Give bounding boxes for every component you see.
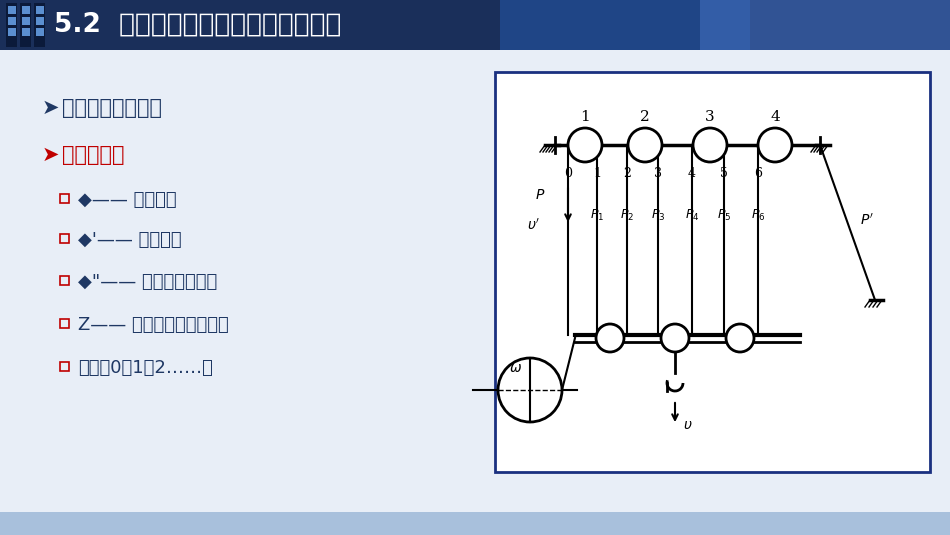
Text: 3: 3	[705, 110, 714, 124]
Text: $P_3$: $P_3$	[651, 208, 665, 223]
Text: $P_4$: $P_4$	[685, 208, 699, 223]
Bar	[35, 17, 44, 25]
Circle shape	[758, 128, 792, 162]
Circle shape	[693, 128, 727, 162]
Text: $P$: $P$	[535, 188, 545, 202]
Circle shape	[726, 324, 754, 352]
Text: $υ'$: $υ'$	[526, 217, 540, 233]
Bar	[60, 276, 69, 285]
Text: 2: 2	[623, 166, 631, 180]
Bar	[35, 28, 44, 36]
Bar	[60, 362, 69, 371]
Text: 1: 1	[593, 166, 601, 180]
Text: $P'$: $P'$	[860, 212, 874, 227]
Bar	[20, 3, 31, 47]
Circle shape	[628, 128, 662, 162]
Bar	[6, 3, 17, 47]
Text: 参数说明：: 参数说明：	[62, 145, 124, 165]
Circle shape	[498, 358, 562, 422]
Bar	[22, 28, 29, 36]
Bar	[0, 512, 950, 535]
Bar	[22, 17, 29, 25]
Bar	[60, 234, 69, 243]
Text: 0: 0	[564, 166, 572, 180]
Text: 3: 3	[654, 166, 662, 180]
Bar	[8, 6, 15, 14]
Text: 4: 4	[688, 166, 696, 180]
Text: ➤: ➤	[42, 145, 60, 165]
Text: 编号（0，1，2……）: 编号（0，1，2……）	[78, 359, 213, 377]
Text: $P_6$: $P_6$	[750, 208, 766, 223]
Text: 5.2  提升系统动力学参数分析（上）: 5.2 提升系统动力学参数分析（上）	[54, 12, 341, 38]
Text: ω: ω	[510, 361, 522, 375]
Text: 游动系统运动分析: 游动系统运动分析	[62, 98, 162, 118]
Circle shape	[661, 324, 689, 352]
Text: $P_5$: $P_5$	[717, 208, 732, 223]
Circle shape	[596, 324, 624, 352]
Text: ◆—— 大钩速度: ◆—— 大钩速度	[78, 191, 177, 209]
Text: Z—— 有效绳数（游绳数）: Z—— 有效绳数（游绳数）	[78, 316, 229, 334]
Text: 5: 5	[720, 166, 728, 180]
Bar	[0, 0, 950, 50]
Text: $P_2$: $P_2$	[620, 208, 634, 223]
Bar	[22, 6, 29, 14]
Text: ➤: ➤	[42, 98, 60, 118]
Bar	[495, 72, 930, 472]
Bar	[34, 3, 45, 47]
Text: 1: 1	[580, 110, 590, 124]
Text: 6: 6	[754, 166, 762, 180]
Circle shape	[568, 128, 602, 162]
Bar	[500, 0, 750, 50]
Bar	[8, 28, 15, 36]
Text: ◆'—— 快绳速度: ◆'—— 快绳速度	[78, 231, 181, 249]
Bar	[8, 17, 15, 25]
Bar	[35, 6, 44, 14]
Text: $P_1$: $P_1$	[590, 208, 604, 223]
Bar	[700, 0, 950, 50]
Bar	[60, 319, 69, 328]
Text: ◆"—— 天车轮切向速度: ◆"—— 天车轮切向速度	[78, 273, 218, 291]
Text: $υ$: $υ$	[683, 418, 693, 432]
Text: 2: 2	[640, 110, 650, 124]
Bar	[60, 194, 69, 203]
Text: 4: 4	[770, 110, 780, 124]
